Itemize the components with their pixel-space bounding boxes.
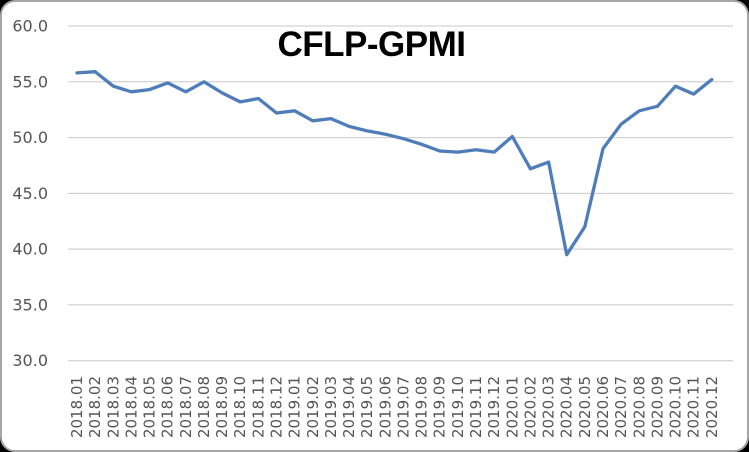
x-tick-label: 2018.08: [195, 376, 213, 438]
x-tick-label: 2018.03: [104, 376, 122, 438]
x-tick-label: 2020.02: [521, 376, 539, 438]
x-tick-label: 2020.06: [594, 376, 612, 438]
y-tick-label: 60.0: [12, 17, 48, 36]
x-tick-label: 2018.04: [122, 376, 140, 438]
x-tick-label: 2020.10: [667, 376, 685, 438]
x-tick-label: 2019.02: [304, 376, 322, 438]
y-tick-label: 50.0: [12, 128, 48, 147]
y-axis-tick-labels: 60.0 55.0 50.0 45.0 40.0 35.0 30.0: [12, 17, 48, 371]
x-tick-label: 2018.01: [68, 376, 86, 438]
x-tick-label: 2018.09: [213, 376, 231, 438]
data-line: [75, 70, 714, 257]
y-tick-label: 30.0: [12, 351, 48, 370]
x-tick-label: 2019.04: [340, 376, 358, 438]
x-tick-label: 2019.10: [449, 376, 467, 438]
x-tick-label: 2020.09: [648, 376, 666, 438]
x-tick-label: 2019.01: [286, 376, 304, 438]
x-tick-label: 2020.01: [503, 376, 521, 438]
data-series-group: [75, 70, 714, 257]
x-tick-label: 2020.07: [612, 376, 630, 438]
x-tick-label: 2019.12: [485, 376, 503, 438]
x-tick-label: 2020.04: [558, 376, 576, 438]
x-tick-label: 2019.11: [467, 376, 485, 438]
x-tick-label: 2020.12: [703, 376, 721, 438]
x-axis-tick-labels: 2018.01 2018.02 2018.03 2018.04 2018.05 2018.…: [68, 376, 721, 438]
x-tick-label: 2019.09: [431, 376, 449, 438]
y-tick-label: 40.0: [12, 240, 48, 259]
y-tick-label: 55.0: [12, 72, 48, 91]
x-tick-label: 2019.08: [413, 376, 431, 438]
x-tick-label: 2020.11: [685, 376, 703, 438]
x-tick-label: 2018.02: [86, 376, 104, 438]
x-tick-label: 2020.08: [630, 376, 648, 438]
y-tick-label: 45.0: [12, 184, 48, 203]
x-tick-label: 2018.11: [249, 376, 267, 438]
gridlines-group: [68, 25, 733, 362]
x-tick-label: 2019.06: [376, 376, 394, 438]
x-tick-label: 2019.07: [394, 376, 412, 438]
x-tick-label: 2018.07: [177, 376, 195, 438]
x-tick-label: 2019.03: [322, 376, 340, 438]
x-tick-label: 2018.05: [141, 376, 159, 438]
x-tick-label: 2018.12: [268, 376, 286, 438]
x-tick-label: 2018.10: [231, 376, 249, 438]
x-tick-label: 2018.06: [159, 376, 177, 438]
x-tick-label: 2019.05: [358, 376, 376, 438]
y-tick-label: 35.0: [12, 295, 48, 314]
x-tick-label: 2020.05: [576, 376, 594, 438]
x-tick-label: 2020.03: [540, 376, 558, 438]
